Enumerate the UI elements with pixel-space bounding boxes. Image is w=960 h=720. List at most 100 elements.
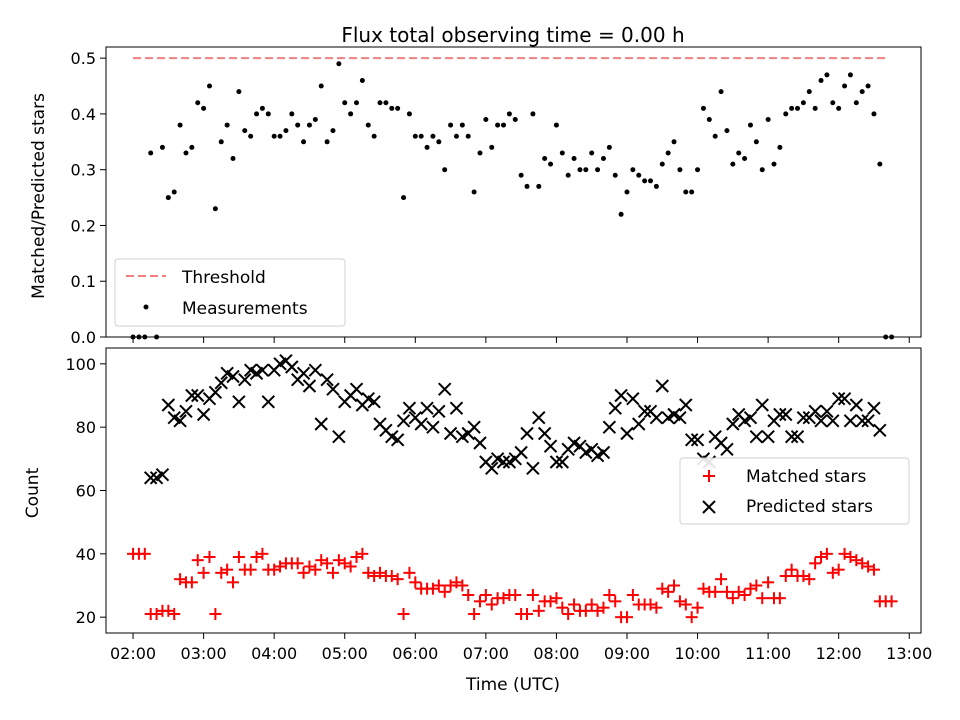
matched-star-point: [785, 563, 798, 576]
predicted-star-point: [690, 433, 705, 447]
matched-star-point: [532, 604, 545, 617]
measurement-point: [742, 156, 748, 162]
measurement-point: [148, 150, 154, 156]
predicted-star-point: [367, 395, 381, 409]
measurement-point: [571, 156, 577, 162]
x-axis-title: Time (UTC): [465, 675, 560, 695]
measurement-point: [648, 178, 654, 184]
matched-star-point: [709, 585, 722, 598]
ratio-y-axis: 0.0 0.1 0.2 0.3 0.4 0.5: [71, 49, 106, 347]
measurement-point: [765, 117, 771, 122]
measurement-point: [377, 100, 383, 106]
count-x-tick-label: 04:00: [251, 644, 297, 663]
matched-star-point: [691, 601, 704, 614]
predicted-star-point: [485, 461, 499, 476]
measurement-point: [518, 172, 524, 178]
matched-star-point: [885, 595, 898, 608]
predicted-star-point: [514, 445, 528, 460]
matched-star-point: [715, 573, 728, 586]
matched-star-point: [738, 589, 751, 601]
measurement-point: [277, 133, 283, 139]
measurement-point: [542, 156, 548, 162]
matched-star-point: [209, 608, 222, 620]
predicted-star-point: [196, 407, 211, 422]
matched-star-point: [762, 576, 775, 589]
measurement-point: [583, 167, 589, 173]
matched-star-point: [456, 579, 469, 592]
count-x-tick-label: 03:00: [181, 644, 227, 663]
measurement-point: [171, 189, 177, 195]
measurement-point: [265, 111, 271, 117]
predicted-star-point: [238, 372, 252, 387]
predicted-star-point: [537, 426, 552, 441]
measurement-point: [865, 83, 871, 89]
matched-star-point: [820, 547, 833, 560]
predicted-star-point: [296, 366, 311, 381]
matched-star-point: [668, 579, 681, 592]
count-y-tick-label: 20: [76, 608, 96, 627]
predicted-star-point: [308, 363, 323, 377]
matched-star-point: [809, 557, 822, 570]
measurement-point: [565, 172, 571, 178]
predicted-star-point: [726, 417, 740, 431]
measurement-point: [653, 183, 659, 189]
predicted-star-point: [402, 401, 417, 415]
predicted-star-point: [849, 398, 864, 412]
measurement-point: [777, 144, 783, 150]
matched-star-point: [662, 585, 675, 598]
ratio-plot-frame: [105, 46, 922, 338]
measurement-point: [818, 77, 824, 83]
matched-star-point: [550, 592, 563, 605]
predicted-star-point: [473, 436, 487, 450]
predicted-star-point: [831, 391, 846, 406]
chart-title: Flux total observing time = 0.00 h: [341, 23, 684, 47]
measurement-point: [271, 133, 277, 139]
matched-star-point: [773, 592, 786, 605]
measurement-point: [795, 105, 801, 111]
measurement-point: [330, 128, 336, 134]
measurement-point: [189, 144, 195, 150]
measurement-point: [218, 139, 224, 145]
measurement-point: [201, 105, 207, 111]
matched-star-point: [232, 551, 245, 563]
measurement-point: [389, 105, 395, 111]
measurement-point: [836, 105, 842, 111]
predicted-star-point: [867, 401, 881, 415]
measurement-point: [506, 111, 512, 117]
measurement-point: [465, 133, 471, 139]
measurement-point: [700, 105, 706, 111]
measurement-point: [612, 172, 618, 178]
matched-star-point: [867, 563, 880, 576]
count-legend: Matched stars Predicted stars: [679, 457, 910, 525]
predicted-star-point: [632, 417, 646, 431]
predicted-star-point: [837, 391, 852, 406]
predicted-star-point: [873, 423, 887, 438]
measurement-point: [418, 133, 424, 139]
predicted-star-point: [608, 401, 622, 415]
measurement-point: [448, 122, 454, 128]
predicted-star-point: [761, 429, 775, 444]
predicted-star-point: [255, 363, 270, 377]
legend-predicted-swatch: [702, 500, 716, 514]
measurement-point: [424, 144, 430, 150]
matched-star-point: [526, 589, 539, 601]
ratio-y-tick-label: 0.5: [71, 49, 96, 68]
predicted-star-point: [808, 404, 822, 419]
matched-star-point: [221, 563, 234, 576]
measurement-point: [524, 183, 530, 189]
count-x-tick-label: 12:00: [816, 644, 862, 663]
count-x-tick-label: 10:00: [674, 644, 720, 663]
measurement-point: [342, 100, 348, 106]
matched-star-point: [556, 601, 569, 614]
measurement-point: [683, 189, 689, 195]
predicted-star-point: [626, 391, 640, 406]
matched-star-point: [438, 585, 451, 598]
measurement-point: [183, 150, 189, 156]
measurement-point: [859, 89, 865, 95]
matched-star-point: [585, 598, 598, 611]
predicted-star-point: [496, 455, 511, 469]
count-x-tick-label: 07:00: [463, 644, 509, 663]
predicted-star-point: [349, 382, 364, 396]
measurement-point: [318, 83, 324, 89]
predicted-star-point: [232, 395, 246, 409]
